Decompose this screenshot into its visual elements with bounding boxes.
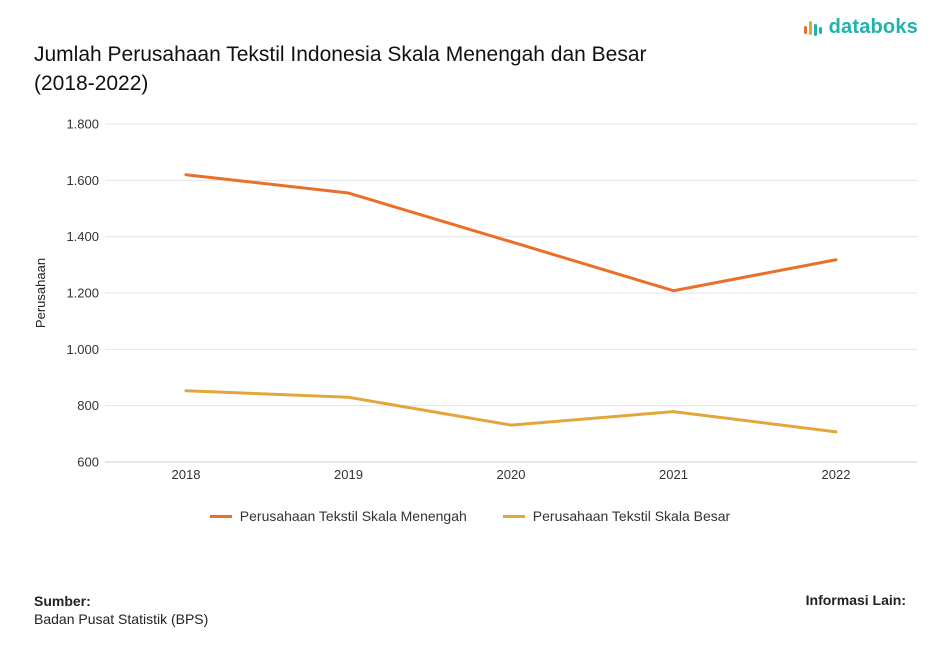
y-tick-label: 1.600 — [66, 173, 99, 188]
y-tick-label: 1.200 — [66, 286, 99, 301]
legend-item[interactable]: Perusahaan Tekstil Skala Menengah — [209, 508, 467, 524]
series-line — [184, 389, 838, 434]
y-tick-label: 1.000 — [66, 342, 99, 357]
y-tick-label: 1.800 — [66, 117, 99, 132]
source-title: Sumber: — [34, 593, 91, 609]
x-tick-label: 2022 — [822, 467, 851, 482]
x-tick-labels: 2018 2019 2020 2021 2022 — [172, 467, 851, 482]
chart-title: Jumlah Perusahaan Tekstil Indonesia Skal… — [34, 43, 647, 95]
legend-label: Perusahaan Tekstil Skala Menengah — [239, 508, 467, 524]
bar-signal-icon — [803, 20, 822, 36]
legend-swatch — [502, 514, 525, 518]
source-block: Sumber: Badan Pusat Statistik (BPS) — [34, 592, 208, 628]
y-tick-label: 800 — [77, 398, 99, 413]
x-tick-label: 2021 — [659, 467, 688, 482]
x-tick-label: 2020 — [497, 467, 526, 482]
brand-logo: databoks — [803, 16, 918, 39]
y-axis-label: Perusahaan — [33, 258, 48, 328]
line-chart: 600 800 1.000 1.200 1.400 1.600 1.800 2018 2019… — [33, 117, 917, 482]
series-lines — [184, 173, 838, 434]
brand-name: databoks — [828, 16, 918, 38]
info-title: Informasi Lain: — [805, 592, 906, 608]
y-tick-label: 1.400 — [66, 229, 99, 244]
y-tick-labels: 600 800 1.000 1.200 1.400 1.600 1.800 — [66, 117, 99, 470]
x-tick-label: 2019 — [334, 467, 363, 482]
series-line — [184, 173, 838, 293]
grid-lines — [105, 123, 917, 463]
legend-swatch — [209, 514, 232, 518]
source-text: Badan Pusat Statistik (BPS) — [34, 611, 209, 627]
x-tick-label: 2018 — [172, 467, 201, 482]
y-tick-label: 600 — [77, 455, 99, 470]
chart-legend: Perusahaan Tekstil Skala Menengah Perusah… — [0, 508, 940, 524]
legend-label: Perusahaan Tekstil Skala Besar — [532, 508, 731, 524]
legend-item[interactable]: Perusahaan Tekstil Skala Besar — [502, 508, 731, 524]
